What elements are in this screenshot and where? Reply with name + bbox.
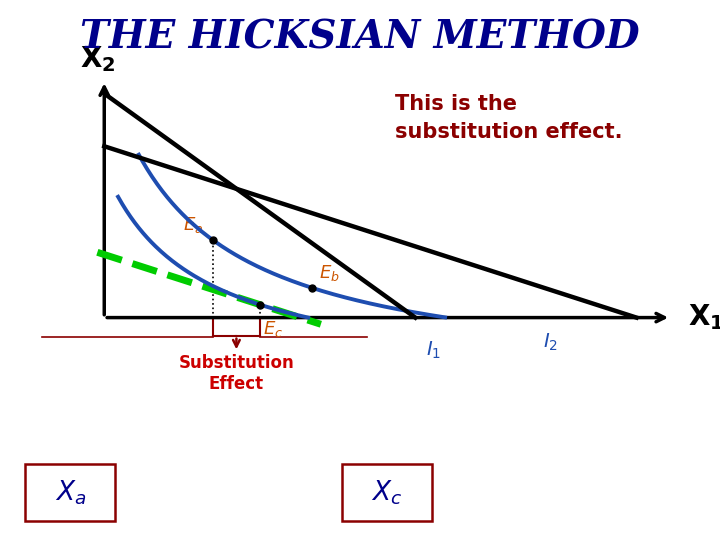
Text: $E_a$: $E_a$ — [183, 215, 203, 235]
Text: $I_1$: $I_1$ — [426, 340, 441, 361]
Text: $X_c$: $X_c$ — [372, 478, 402, 507]
Text: substitution effect.: substitution effect. — [395, 122, 622, 141]
Text: THE HICKSIAN METHOD: THE HICKSIAN METHOD — [80, 19, 640, 57]
Text: $I_2$: $I_2$ — [543, 332, 558, 353]
Text: This is the: This is the — [395, 93, 516, 113]
Text: $\mathbf{X_1}$: $\mathbf{X_1}$ — [688, 303, 720, 333]
Text: $E_c$: $E_c$ — [263, 319, 283, 339]
Text: $X_a$: $X_a$ — [55, 478, 86, 507]
Text: $\mathbf{X_2}$: $\mathbf{X_2}$ — [80, 44, 115, 74]
Text: Substitution
Effect: Substitution Effect — [179, 354, 294, 393]
Text: $E_b$: $E_b$ — [319, 263, 339, 283]
